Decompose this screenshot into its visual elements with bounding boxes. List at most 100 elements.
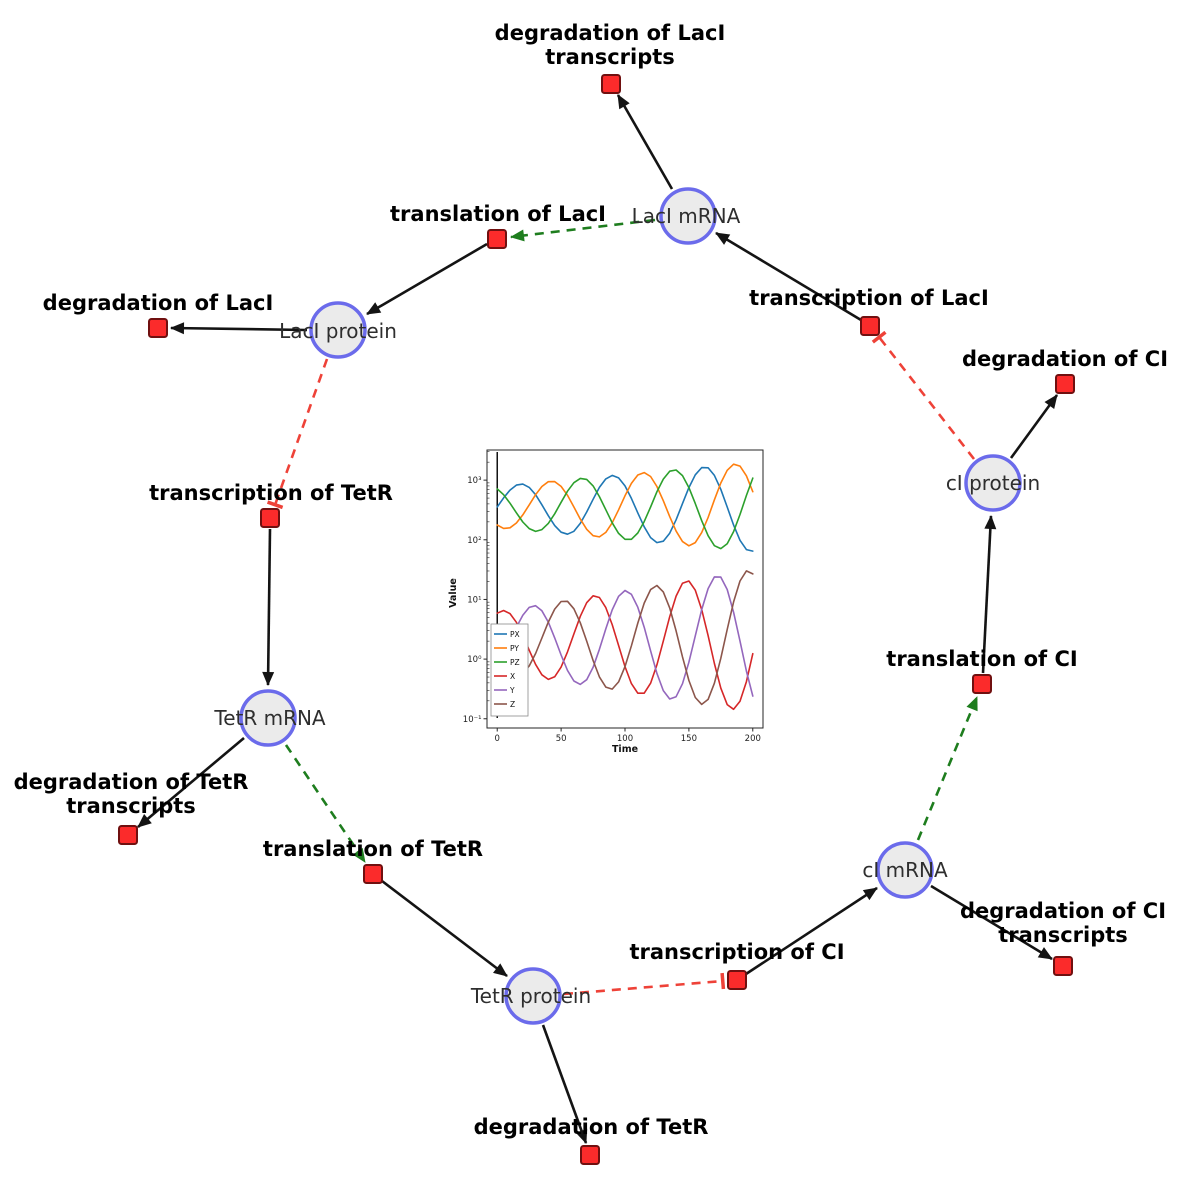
reaction-node-txn-ci	[727, 970, 747, 990]
legend-label-PZ: PZ	[510, 658, 520, 667]
reaction-label: translation of TetR	[263, 837, 483, 861]
reaction-label: degradation of LacI	[43, 291, 274, 315]
series-line-PX	[496, 466, 754, 552]
reaction-deg-ci: degradation of CI	[962, 347, 1168, 394]
species-laci-mrna: LacI mRNA	[632, 187, 741, 245]
species-node-laci-protein	[309, 301, 367, 359]
y-tick-label: 10⁻¹	[463, 715, 482, 725]
reaction-deg-laci-transcripts: degradation of LacI transcripts	[495, 21, 726, 94]
reaction-label: degradation of CI	[962, 347, 1168, 371]
reaction-label: transcription of CI	[629, 940, 844, 964]
species-node-ci-protein	[964, 454, 1022, 512]
x-axis-label: Time	[612, 744, 638, 755]
simulation-timecourse-plot: 0 50 100 150 200 10⁻¹ 10⁰ 10¹ 10² 10³ PX PY PZ XYZ Ti…	[448, 449, 764, 755]
series-line-PY	[496, 463, 754, 547]
edge-tetr-protein-inhibits-txn-ci	[563, 972, 726, 996]
legend-label-Y: Y	[509, 686, 515, 695]
reaction-trl-ci: translation of CI	[886, 647, 1078, 694]
edge-tetr-mrna-to-deg-transcripts	[137, 737, 245, 828]
reaction-deg-tetr-transcripts: degradation of TetR transcripts	[14, 770, 249, 845]
species-label-laci-protein: LacI protein	[279, 319, 397, 343]
reaction-deg-laci: degradation of LacI	[43, 291, 274, 338]
reaction-node-deg-laci	[148, 318, 168, 338]
legend-label-Z: Z	[510, 700, 515, 709]
reaction-deg-ci-transcripts: degradation of CI transcripts	[960, 899, 1166, 976]
edge-txn-ci-to-ci-mrna	[745, 886, 878, 976]
series-line-Y	[496, 576, 754, 700]
edge-ci-mrna-to-deg-transcripts	[930, 884, 1053, 961]
species-laci-protein: LacI protein	[279, 301, 397, 359]
edge-laci-protein-inhibits-txn-tetr	[266, 358, 329, 510]
edge-txn-laci-to-laci-mrna	[715, 231, 862, 322]
reaction-node-deg-laci-transcripts	[601, 74, 621, 94]
species-ci-mrna: cI mRNA	[862, 841, 948, 899]
species-label-laci-mrna: LacI mRNA	[632, 204, 741, 228]
species-nodes: LacI mRNA LacI protein TetR mRNA TetR pr…	[213, 187, 1040, 1025]
reaction-node-txn-laci	[860, 316, 880, 336]
series-line-PZ	[496, 469, 754, 550]
reaction-label: degradation of CI	[960, 899, 1166, 923]
reaction-label: transcripts	[998, 923, 1128, 947]
y-axis-label: Value	[448, 578, 459, 608]
reaction-label: degradation of TetR	[474, 1115, 709, 1139]
species-node-ci-mrna	[876, 841, 934, 899]
reaction-node-deg-ci-transcripts	[1053, 956, 1073, 976]
x-tick-label: 0	[495, 734, 500, 744]
reaction-node-deg-tetr	[580, 1145, 600, 1165]
species-label-ci-protein: cI protein	[946, 471, 1040, 495]
edge-laci-mrna-to-deg-transcripts	[616, 94, 674, 190]
y-tick-label: 10³	[467, 476, 481, 486]
reaction-txn-tetr: transcription of TetR	[149, 481, 393, 528]
legend-label-PX: PX	[510, 630, 520, 639]
legend-label-PY: PY	[510, 644, 519, 653]
x-tick-label: 50	[556, 734, 567, 744]
reaction-label: translation of LacI	[390, 202, 606, 226]
reaction-txn-ci: transcription of CI	[629, 940, 845, 990]
x-tick-label: 200	[745, 734, 761, 744]
reaction-node-trl-tetr	[363, 864, 383, 884]
edge-tetr-mrna-to-trl-tetr	[284, 744, 367, 863]
edge-laci-mrna-to-trl-laci	[510, 218, 656, 242]
edge-ci-protein-to-deg	[1009, 394, 1059, 459]
reaction-node-deg-ci	[1055, 374, 1075, 394]
reaction-label: transcription of LacI	[749, 286, 989, 310]
species-node-tetr-mrna	[239, 689, 297, 747]
edge-laci-protein-to-deg	[170, 322, 308, 335]
edge-trl-laci-to-laci-protein	[366, 242, 488, 316]
y-tick-label: 10⁰	[467, 655, 482, 665]
edge-tetr-protein-to-deg	[541, 1024, 588, 1144]
y-tick-label: 10¹	[467, 595, 481, 605]
reaction-nodes: degradation of LacI transcripts translat…	[14, 21, 1168, 1165]
species-label-tetr-mrna: TetR mRNA	[213, 706, 326, 730]
species-label-ci-mrna: cI mRNA	[862, 858, 948, 882]
y-tick-label: 10²	[467, 536, 481, 546]
reaction-node-trl-ci	[972, 674, 992, 694]
reaction-label: transcripts	[545, 45, 675, 69]
x-tick-label: 100	[617, 734, 633, 744]
reaction-txn-laci: transcription of LacI	[749, 286, 989, 336]
reaction-label: transcription of TetR	[149, 481, 393, 505]
edge-ci-protein-inhibits-txn-laci	[871, 330, 976, 460]
series-line-Z	[496, 570, 754, 706]
edge-trl-ci-to-ci-protein	[981, 515, 997, 674]
reaction-node-deg-tetr-transcripts	[118, 825, 138, 845]
species-label-tetr-protein: TetR protein	[470, 984, 591, 1008]
reaction-label: degradation of TetR	[14, 770, 249, 794]
x-tick-label: 150	[681, 734, 697, 744]
reaction-label: degradation of LacI	[495, 21, 726, 45]
edge-txn-tetr-to-tetr-mrna	[262, 528, 275, 686]
species-tetr-mrna: TetR mRNA	[213, 689, 326, 747]
reaction-deg-tetr: degradation of TetR	[474, 1115, 709, 1165]
reaction-node-trl-laci	[487, 229, 507, 249]
species-tetr-protein: TetR protein	[470, 967, 591, 1025]
reaction-node-txn-tetr	[260, 508, 280, 528]
edge-trl-tetr-to-tetr-protein	[381, 879, 508, 978]
edges	[137, 94, 1059, 1144]
species-node-laci-mrna	[659, 187, 717, 245]
reaction-label: translation of CI	[886, 647, 1077, 671]
plot-area: 0 50 100 150 200 10⁻¹ 10⁰ 10¹ 10² 10³ PX PY PZ XYZ	[463, 449, 764, 744]
reaction-trl-laci: translation of LacI	[390, 202, 606, 249]
species-ci-protein: cI protein	[946, 454, 1040, 512]
legend-label-X: X	[510, 672, 515, 681]
